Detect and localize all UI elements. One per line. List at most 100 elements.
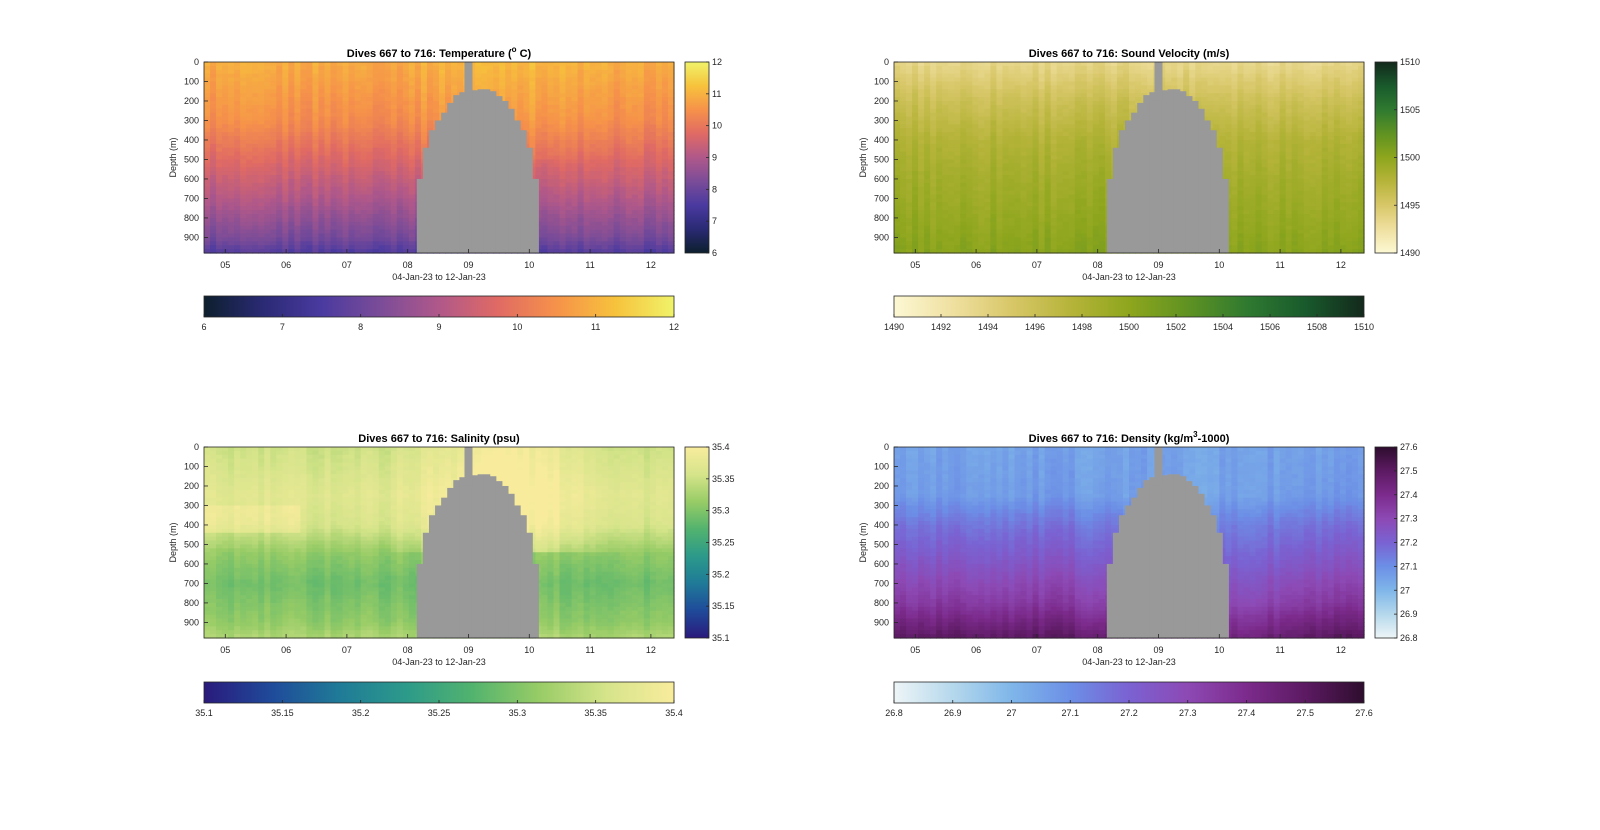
- heatmap-cell: [541, 147, 549, 153]
- heatmap-cell: [571, 206, 579, 211]
- heatmap-cell: [631, 85, 639, 90]
- heatmap-cell: [360, 202, 368, 207]
- heatmap-cell: [960, 167, 967, 172]
- heatmap-cell: [366, 171, 374, 176]
- heatmap-cell: [294, 178, 302, 184]
- heatmap-cell: [210, 155, 217, 161]
- heatmap-cell: [360, 229, 368, 235]
- heatmap-cell: [222, 108, 229, 114]
- heatmap-cell: [667, 206, 675, 211]
- heatmap-cell: [372, 124, 380, 129]
- heatmap-cell: [541, 62, 549, 67]
- heatmap-cell: [1002, 182, 1010, 188]
- heatmap-cell: [342, 69, 350, 75]
- heatmap-cell: [894, 214, 901, 219]
- heatmap-cell: [1002, 202, 1010, 207]
- heatmap-cell: [276, 69, 283, 75]
- heatmap-cell: [360, 69, 368, 75]
- heatmap-cell: [948, 151, 955, 157]
- heatmap-cell: [559, 171, 567, 176]
- heatmap-cell: [529, 116, 537, 122]
- heatmap-cell: [1020, 73, 1028, 79]
- heatmap-cell: [1020, 221, 1028, 227]
- heatmap-cell: [948, 147, 955, 153]
- heatmap-cell: [601, 167, 609, 172]
- heatmap-cell: [324, 202, 332, 207]
- heatmap-cell: [613, 198, 621, 203]
- heatmap-cell: [348, 206, 356, 211]
- heatmap-cell: [378, 132, 386, 137]
- heatmap-cell: [312, 77, 320, 83]
- heatmap-cell: [312, 81, 320, 86]
- heatmap-cell: [625, 73, 633, 79]
- heatmap-cell: [565, 139, 573, 145]
- heatmap-cell: [966, 229, 973, 235]
- heatmap-cell: [396, 167, 404, 172]
- heatmap-cell: [294, 151, 302, 157]
- heatmap-cell: [918, 132, 925, 137]
- no-data-block: [483, 89, 491, 253]
- heatmap-cell: [972, 237, 979, 242]
- heatmap-cell: [894, 65, 901, 71]
- heatmap-cell: [264, 190, 271, 196]
- heatmap-cell: [408, 167, 416, 172]
- heatmap-cell: [384, 128, 392, 133]
- heatmap-cell: [996, 100, 1004, 106]
- heatmap-cell: [216, 151, 223, 157]
- heatmap-cell: [378, 81, 386, 86]
- heatmap-cell: [360, 163, 368, 168]
- heatmap-cell: [300, 245, 308, 250]
- heatmap-cell: [972, 159, 979, 164]
- heatmap-cell: [282, 249, 289, 254]
- heatmap-cell: [577, 225, 585, 231]
- heatmap-cell: [246, 77, 253, 83]
- heatmap-cell: [906, 214, 913, 219]
- heatmap-cell: [378, 136, 386, 141]
- heatmap-cell: [960, 159, 967, 164]
- heatmap-cell: [978, 116, 985, 122]
- heatmap-cell: [240, 155, 247, 161]
- heatmap-cell: [954, 100, 961, 106]
- heatmap-cell: [378, 97, 386, 102]
- heatmap-cell: [372, 151, 380, 157]
- heatmap-cell: [625, 81, 633, 86]
- heatmap-cell: [637, 159, 645, 164]
- heatmap-cell: [366, 241, 374, 246]
- heatmap-cell: [996, 69, 1004, 75]
- heatmap-cell: [204, 81, 211, 86]
- heatmap-cell: [390, 233, 398, 239]
- heatmap-cell: [954, 155, 961, 161]
- heatmap-cell: [210, 237, 217, 242]
- heatmap-cell: [246, 221, 253, 227]
- heatmap-cell: [222, 214, 229, 219]
- heatmap-cell: [601, 104, 609, 110]
- heatmap-cell: [288, 167, 295, 172]
- heatmap-cell: [966, 77, 973, 83]
- heatmap-cell: [523, 97, 530, 102]
- heatmap-cell: [246, 116, 253, 122]
- heatmap-cell: [318, 81, 326, 86]
- heatmap-cell: [246, 175, 253, 180]
- heatmap-cell: [408, 151, 416, 157]
- heatmap-cell: [996, 186, 1004, 192]
- heatmap-cell: [1008, 120, 1016, 125]
- heatmap-cell: [408, 194, 416, 200]
- heatmap-cell: [246, 163, 253, 168]
- heatmap-cell: [228, 194, 235, 200]
- heatmap-cell: [414, 108, 422, 114]
- heatmap-cell: [312, 143, 320, 149]
- heatmap-cell: [619, 69, 627, 75]
- heatmap-cell: [583, 73, 591, 79]
- heatmap-cell: [565, 194, 573, 200]
- heatmap-cell: [924, 81, 931, 86]
- heatmap-cell: [643, 104, 651, 110]
- heatmap-cell: [276, 163, 283, 168]
- heatmap-cell: [324, 159, 332, 164]
- heatmap-cell: [408, 128, 416, 133]
- heatmap-cell: [408, 178, 416, 184]
- heatmap-cell: [210, 85, 217, 90]
- heatmap-cell: [336, 167, 344, 172]
- heatmap-cell: [270, 104, 277, 110]
- heatmap-cell: [306, 245, 314, 250]
- heatmap-cell: [402, 139, 410, 145]
